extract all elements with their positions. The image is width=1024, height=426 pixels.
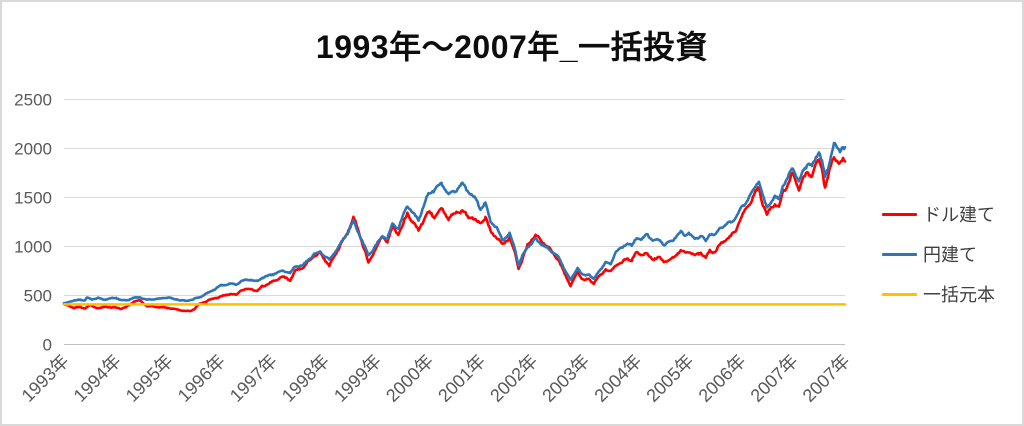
legend-item-principal: 一括元本 — [882, 281, 995, 307]
x-axis-tick-label: 1997年 — [226, 351, 281, 406]
legend-label-principal: 一括元本 — [923, 285, 995, 305]
x-axis-tick-label: 2001年 — [434, 351, 489, 406]
y-axis-tick-label: 1500 — [14, 189, 52, 208]
x-axis-tick-label: 1998年 — [278, 351, 333, 406]
x-axis-tick-label: 1994年 — [70, 351, 125, 406]
x-axis-tick-label: 1996年 — [174, 351, 229, 406]
series-line-usd — [62, 156, 847, 313]
legend-swatch-jpy — [882, 252, 917, 256]
legend-label-usd: ドル建て — [923, 205, 995, 225]
y-axis-tick-label: 2000 — [14, 140, 52, 159]
x-axis-tick-label: 2002年 — [486, 351, 541, 406]
y-axis-tick-label: 2500 — [14, 91, 52, 110]
legend-swatch-usd — [882, 212, 917, 216]
x-axis-tick-label: 2003年 — [538, 351, 593, 406]
x-axis-tick-label: 2004年 — [590, 351, 645, 406]
legend: ドル建て円建て一括元本 — [882, 201, 995, 307]
y-axis-tick-label: 1000 — [14, 238, 52, 257]
x-axis-tick-label: 1993年 — [18, 351, 73, 406]
y-axis-tick-label: 0 — [43, 336, 52, 355]
chart-title: 1993年～2007年_一括投資 — [315, 29, 709, 65]
x-axis-tick-label: 1999年 — [330, 351, 385, 406]
legend-swatch-principal — [882, 292, 917, 296]
x-axis-tick-label: 2005年 — [642, 351, 697, 406]
y-axis-tick-label: 500 — [24, 287, 52, 306]
x-axis-tick-label: 1995年 — [122, 351, 177, 406]
legend-label-jpy: 円建て — [923, 245, 977, 265]
legend-item-jpy: 円建て — [882, 241, 995, 267]
series-line-jpy — [62, 141, 847, 305]
x-axis-tick-label: 2000年 — [382, 351, 437, 406]
x-axis-tick-label: 2007年 — [747, 351, 802, 406]
x-axis-tick-label: 2007年 — [799, 351, 854, 406]
legend-item-usd: ドル建て — [882, 201, 995, 227]
x-axis-tick-label: 2006年 — [695, 351, 750, 406]
